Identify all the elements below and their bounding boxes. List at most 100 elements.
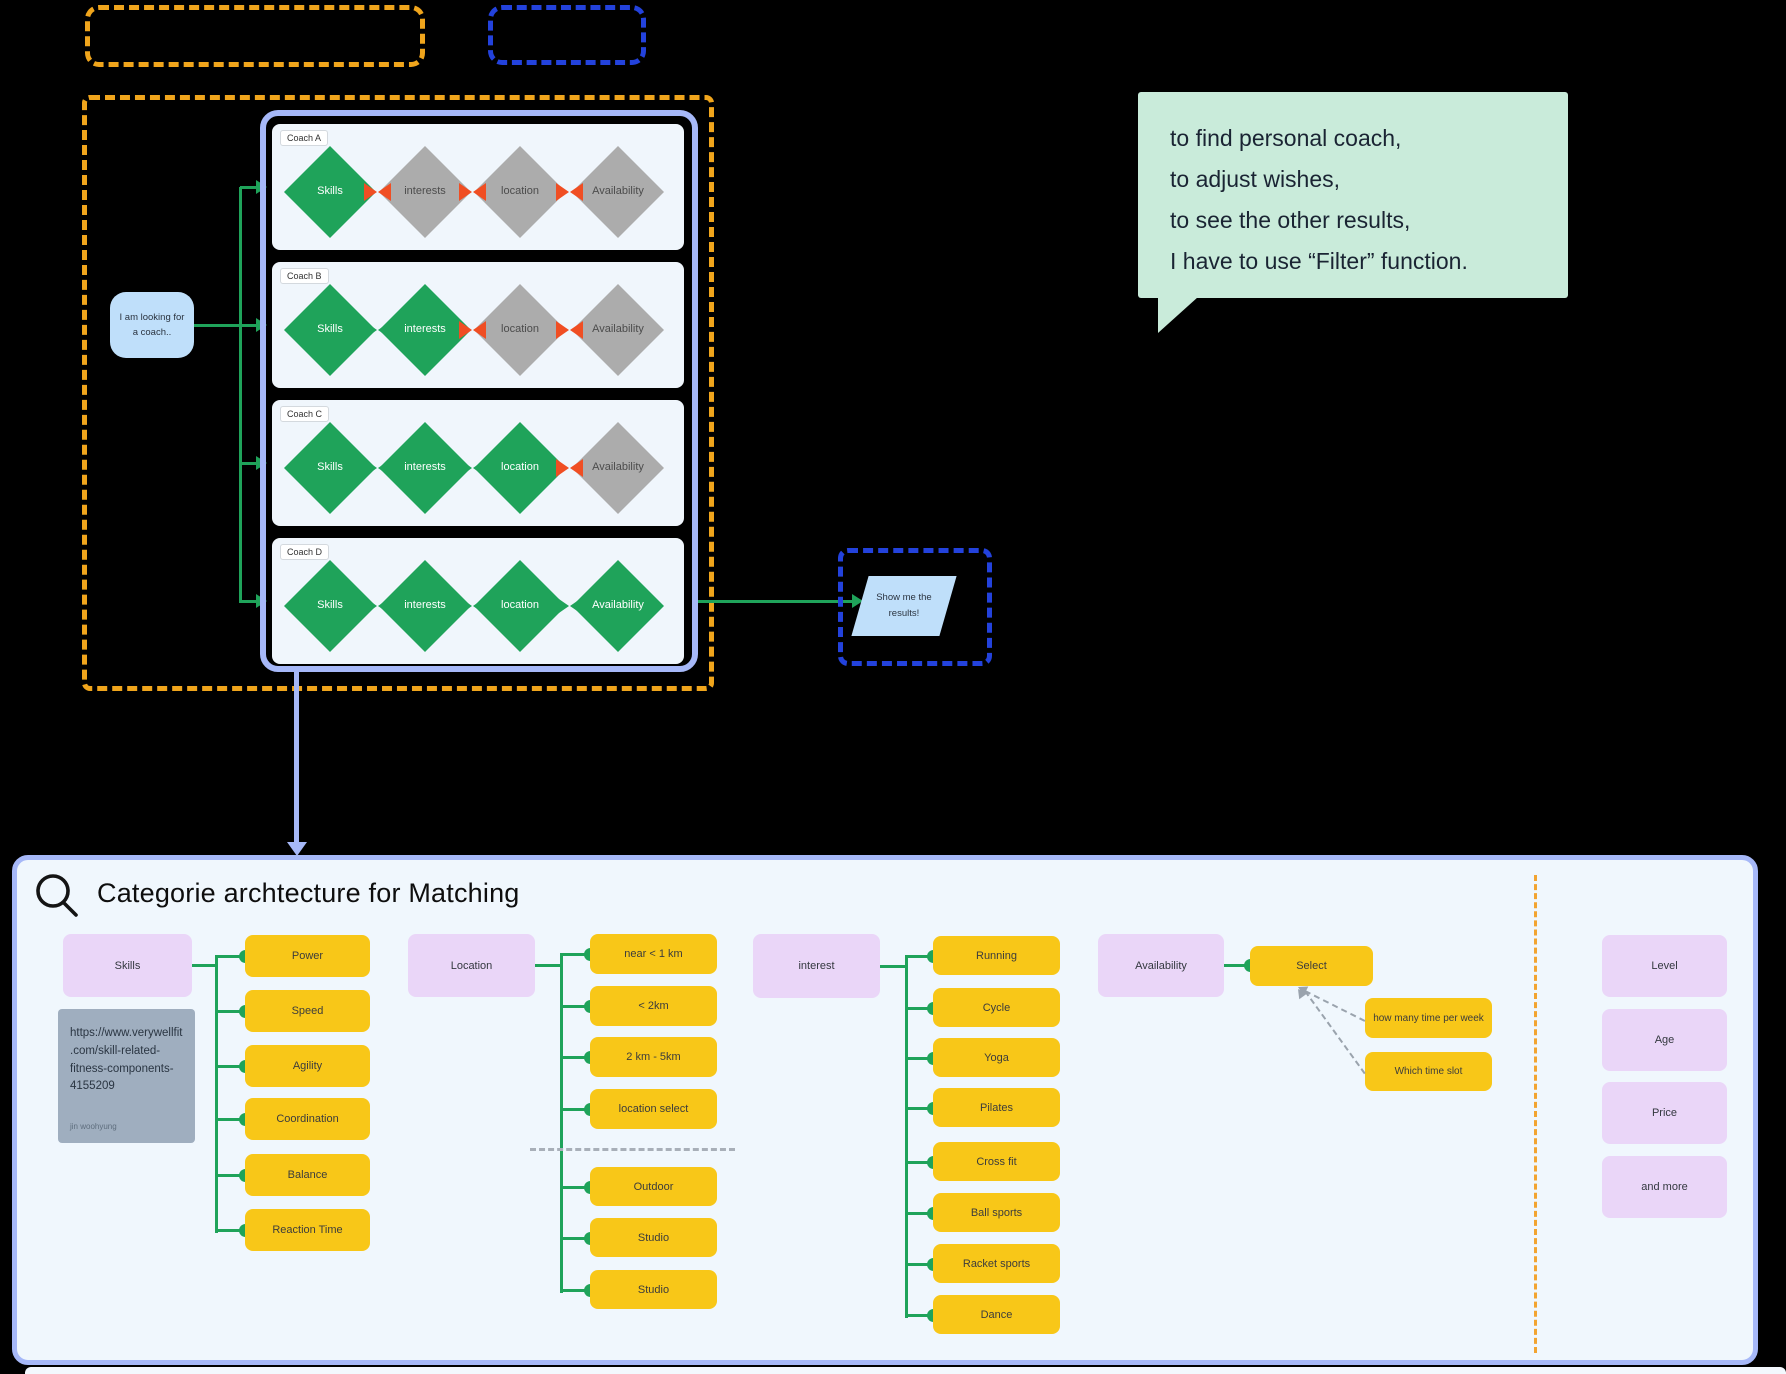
panel-connector-line	[560, 953, 590, 956]
criterion-diamond[interactable]: location	[474, 284, 566, 376]
category-child-pill[interactable]: location select	[590, 1089, 717, 1129]
criterion-diamond[interactable]: Availability	[572, 560, 664, 652]
criterion-diamond[interactable]: interests	[379, 146, 471, 238]
category-child-pill[interactable]: Power	[245, 935, 370, 977]
source-note-author: jin woohyung	[70, 1121, 117, 1131]
criterion-label: location	[501, 185, 539, 198]
category-parent-pill[interactable]: Availability	[1098, 934, 1224, 997]
panel-section-divider	[1534, 875, 1537, 1353]
panel-connector-line	[535, 964, 560, 967]
panel-connector-line	[215, 1065, 245, 1068]
panel-connector-line	[560, 1185, 590, 1189]
panel-connector-line	[905, 1313, 933, 1317]
coach-card[interactable]: Coach A Skills interests location Availabili…	[272, 124, 684, 250]
match-connector-red	[459, 183, 487, 201]
result-flow-line	[698, 600, 854, 603]
category-child-pill[interactable]: Coordination	[245, 1098, 370, 1140]
category-architecture-panel[interactable]: Categorie archtecture for Matching Skill…	[12, 855, 1758, 1365]
panel-connector-line	[905, 1262, 933, 1266]
criterion-diamond[interactable]: interests	[379, 422, 471, 514]
criterion-diamond[interactable]: location	[474, 146, 566, 238]
criterion-label: location	[501, 599, 539, 612]
panel-connector-line	[905, 955, 908, 1318]
match-connector-green	[364, 321, 392, 339]
criterion-diamond[interactable]: Availability	[572, 146, 664, 238]
coach-comparison-frame[interactable]: Coach A Skills interests location Availabili…	[260, 110, 698, 672]
category-child-pill[interactable]: Running	[933, 936, 1060, 975]
category-child-pill[interactable]: < 2km	[590, 986, 717, 1026]
category-subchild-pill[interactable]: how many time per week	[1365, 998, 1492, 1038]
category-child-pill[interactable]: Cycle	[933, 988, 1060, 1027]
match-connector-green	[459, 597, 487, 615]
match-connector-red	[555, 321, 583, 339]
category-child-pill[interactable]: Speed	[245, 990, 370, 1032]
category-subchild-pill[interactable]: Which time slot	[1365, 1052, 1492, 1091]
criterion-diamond[interactable]: interests	[379, 284, 471, 376]
criterion-label: location	[501, 461, 539, 474]
annotation-line: to see the other results,	[1170, 207, 1411, 233]
criterion-label: Availability	[592, 323, 644, 336]
criterion-diamond[interactable]: interests	[379, 560, 471, 652]
criterion-diamond[interactable]: Skills	[284, 422, 376, 514]
flow-branch-line	[240, 186, 258, 189]
category-child-pill[interactable]: Studio	[590, 1270, 717, 1309]
criterion-diamond[interactable]: Skills	[284, 146, 376, 238]
panel-title: Categorie archtecture for Matching	[97, 878, 520, 908]
extra-filter-pill[interactable]: and more	[1602, 1156, 1727, 1218]
coach-card[interactable]: Coach D Skills interests location Availabili…	[272, 538, 684, 664]
criterion-diamond[interactable]: Skills	[284, 284, 376, 376]
criterion-label: interests	[404, 599, 446, 612]
category-child-pill[interactable]: Yoga	[933, 1038, 1060, 1077]
criterion-diamond[interactable]: location	[474, 422, 566, 514]
category-child-pill[interactable]: Dance	[933, 1295, 1060, 1334]
source-note-card[interactable]: https://www.verywellfit.com/skill-relate…	[58, 1009, 195, 1143]
match-connector-red	[555, 183, 583, 201]
criterion-diamond[interactable]: Skills	[284, 560, 376, 652]
extra-filter-pill[interactable]: Age	[1602, 1009, 1727, 1071]
coach-label-chip: Coach C	[280, 406, 330, 422]
legend-box-orange[interactable]	[85, 5, 425, 67]
panel-connector-line	[192, 964, 215, 967]
category-child-pill[interactable]: Cross fit	[933, 1142, 1060, 1181]
category-child-pill[interactable]: Studio	[590, 1218, 717, 1257]
category-parent-pill[interactable]: Skills	[63, 934, 192, 997]
coach-label-chip: Coach D	[280, 544, 330, 560]
criterion-diamond[interactable]: Availability	[572, 422, 664, 514]
panel-connector-line	[560, 1005, 590, 1008]
panel-connector-line	[905, 1211, 933, 1215]
filter-flow-group-frame[interactable]	[82, 95, 714, 691]
category-child-pill[interactable]: 2 km - 5km	[590, 1037, 717, 1077]
annotation-bubble-tail	[1158, 297, 1198, 333]
match-connector-green	[364, 459, 392, 477]
annotation-line: I have to use “Filter” function.	[1170, 248, 1468, 274]
category-child-pill[interactable]: Pilates	[933, 1088, 1060, 1127]
category-child-pill[interactable]: near < 1 km	[590, 934, 717, 974]
category-parent-pill[interactable]: interest	[753, 934, 880, 998]
coach-card[interactable]: Coach C Skills interests location Availabili…	[272, 400, 684, 526]
category-child-pill[interactable]: Agility	[245, 1045, 370, 1087]
category-child-pill[interactable]: Select	[1250, 946, 1373, 986]
category-child-pill[interactable]: Ball sports	[933, 1193, 1060, 1232]
extra-filter-pill[interactable]: Price	[1602, 1082, 1727, 1144]
source-note-url: https://www.verywellfit.com/skill-relate…	[70, 1027, 183, 1093]
user-request-bubble[interactable]: I am looking for a coach..	[110, 292, 194, 358]
result-arrowhead	[852, 594, 863, 608]
panel-connector-line	[215, 1229, 245, 1232]
category-child-pill[interactable]: Outdoor	[590, 1167, 717, 1206]
category-child-pill[interactable]: Reaction Time	[245, 1209, 370, 1251]
extra-filter-pill[interactable]: Level	[1602, 935, 1727, 997]
criterion-diamond[interactable]: location	[474, 560, 566, 652]
result-frame[interactable]	[838, 548, 992, 666]
category-child-pill[interactable]: Racket sports	[933, 1244, 1060, 1283]
category-parent-pill[interactable]: Location	[408, 934, 535, 997]
annotation-bubble[interactable]: to find personal coach, to adjust wishes…	[1138, 92, 1568, 298]
coach-card[interactable]: Coach B Skills interests location Availabili…	[272, 262, 684, 388]
criterion-label: Availability	[592, 185, 644, 198]
result-shape[interactable]: Show me the results!	[851, 576, 957, 636]
criterion-diamond[interactable]: Availability	[572, 284, 664, 376]
legend-box-blue[interactable]	[488, 5, 646, 65]
category-child-pill[interactable]: Balance	[245, 1154, 370, 1196]
flow-line	[194, 324, 240, 327]
panel-connector-line	[560, 954, 563, 1293]
criterion-label: interests	[404, 185, 446, 198]
